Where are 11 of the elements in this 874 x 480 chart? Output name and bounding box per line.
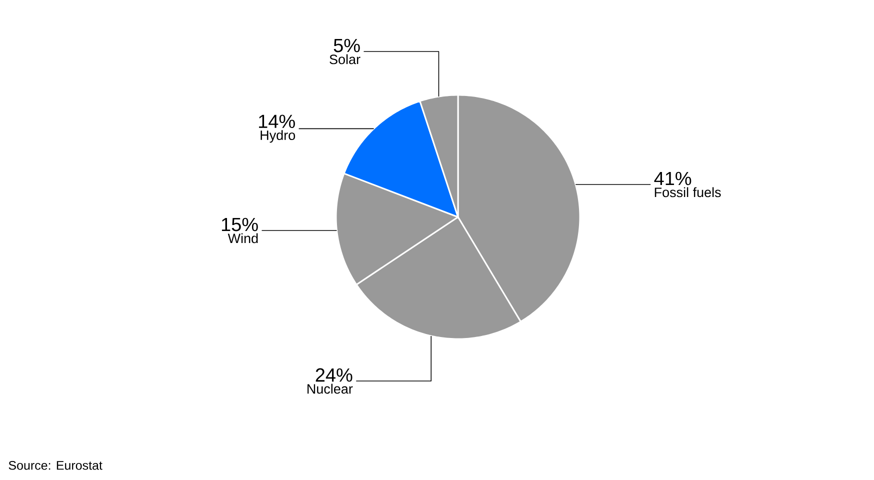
data-label: 41% [654,172,692,186]
slice-label: Solar [330,54,360,64]
data-label: 15% [222,218,258,232]
slice-label: Fossil fuels [654,187,721,198]
slice-label: Wind [228,233,258,244]
slice-label: Nuclear [308,384,353,394]
data-label: 5% [334,38,360,52]
data-label: 24% [316,368,352,382]
source-note: Source: Eurostat [8,460,102,470]
slice-label: Hydro [260,130,296,143]
data-label: 14% [259,114,295,128]
